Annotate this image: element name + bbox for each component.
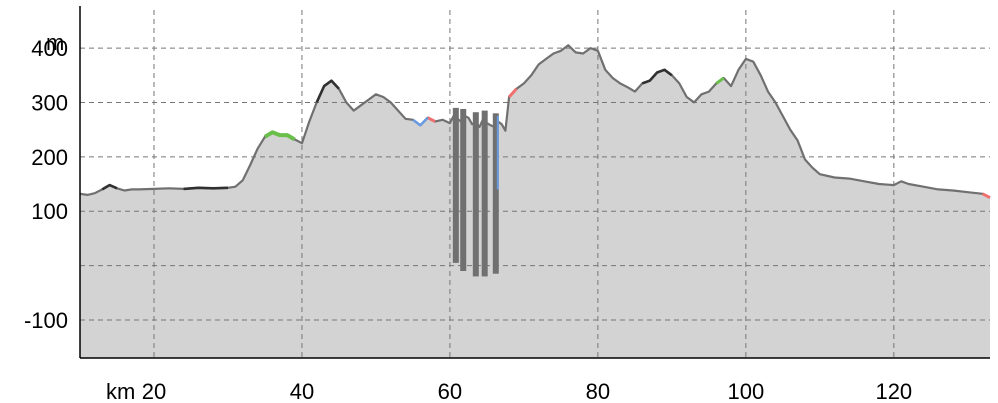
plot-area: [80, 10, 990, 359]
x-tick-label: 40: [290, 379, 314, 403]
y-tick-label: 400: [31, 36, 68, 61]
elevation-spike: [452, 107, 459, 263]
x-tick-label: 120: [875, 379, 912, 403]
y-tick-label: 200: [31, 145, 68, 170]
elevation-spike: [492, 113, 499, 274]
red-segment: [507, 87, 518, 99]
y-tick-label: -100: [24, 308, 68, 333]
elevation-spike: [460, 108, 467, 272]
y-unit-label: m: [46, 30, 64, 55]
elevation-spike: [481, 110, 488, 277]
elevation-line: [79, 44, 991, 199]
x-tick-label: 20: [142, 379, 166, 403]
tick-labels: 400 300 200 100 -100 20 40 60 80 100 120: [24, 36, 912, 403]
elevation-area: [80, 45, 990, 359]
x-tick-label: 100: [727, 379, 764, 403]
green-segment: [715, 76, 725, 85]
green-segment: [263, 130, 296, 142]
spikes: [452, 107, 499, 277]
y-tick-label: 300: [31, 90, 68, 115]
dark-segment: [101, 183, 118, 191]
y-tick-label: 100: [31, 199, 68, 224]
elevation-spike: [472, 112, 479, 277]
dark-segment: [183, 186, 229, 191]
x-tick-label: 80: [586, 379, 610, 403]
dark-segment: [641, 68, 673, 85]
dark-segment: [315, 79, 340, 103]
red-segment: [427, 116, 436, 123]
x-unit-label: km: [106, 379, 135, 403]
blue-segment: [412, 116, 429, 127]
axes: [79, 6, 990, 359]
x-tick-label: 60: [438, 379, 462, 403]
red-segment: [981, 192, 991, 199]
